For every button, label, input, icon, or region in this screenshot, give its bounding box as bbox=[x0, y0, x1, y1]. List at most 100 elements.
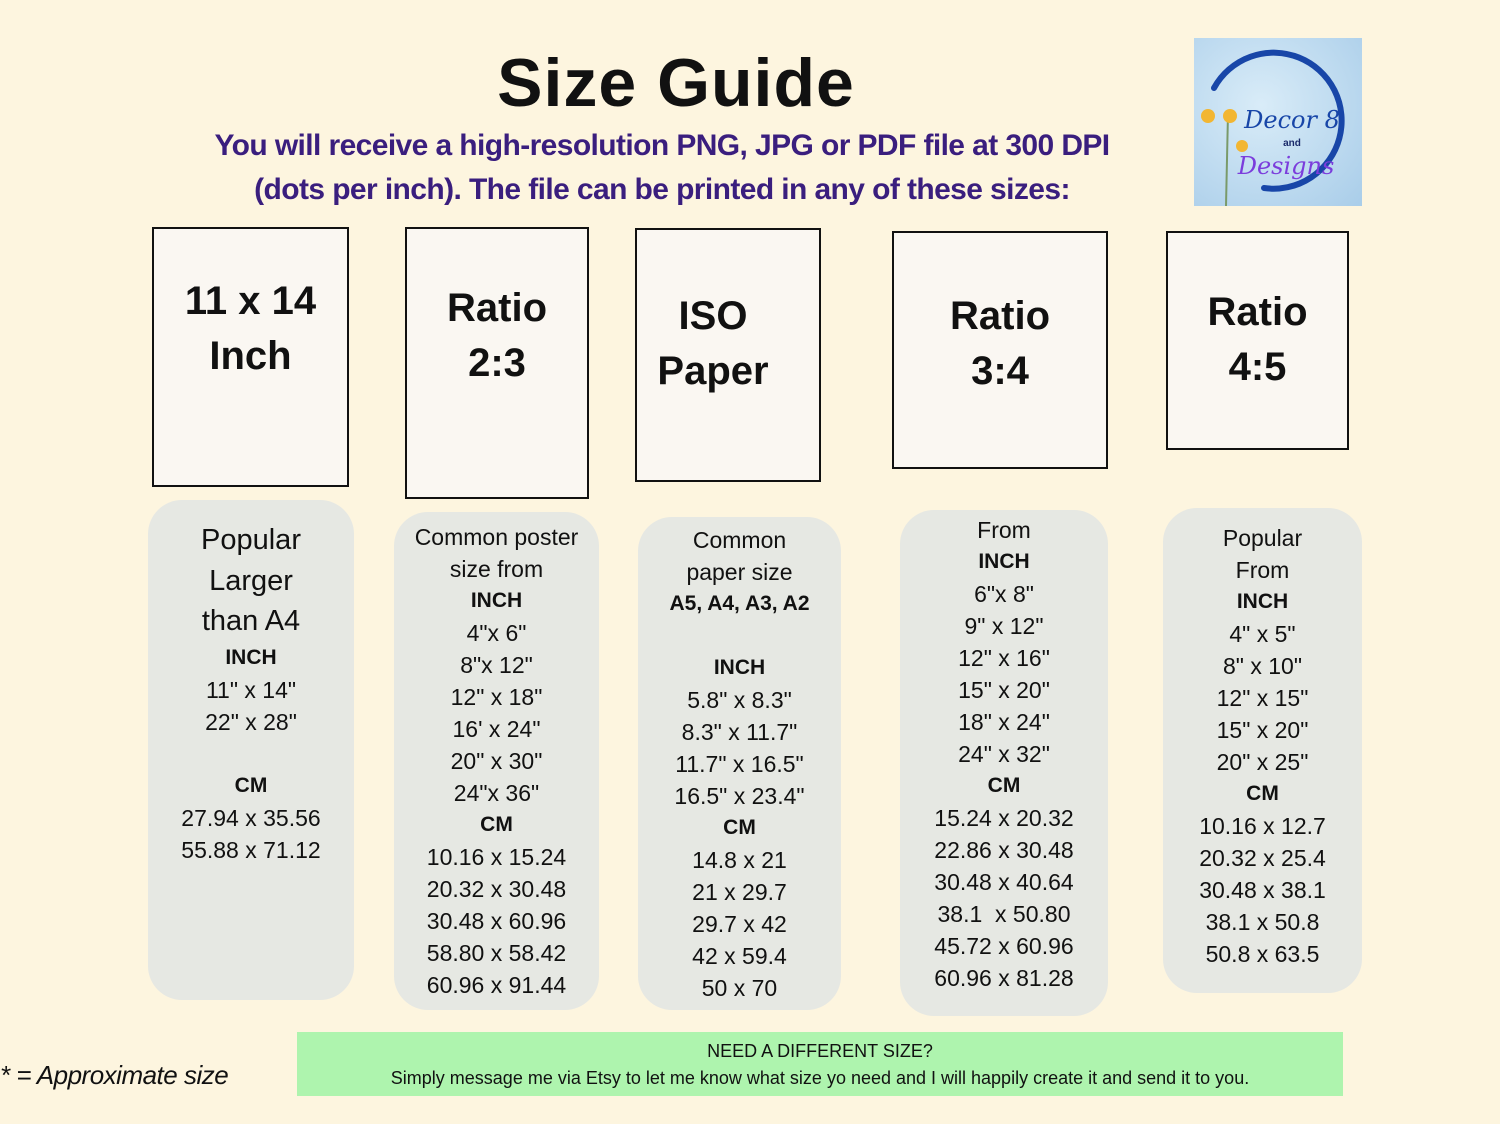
banner-heading: NEED A DIFFERENT SIZE? bbox=[707, 1041, 933, 1061]
card-line: 38.1 x 50.80 bbox=[937, 901, 1071, 927]
box-label: Paper bbox=[657, 349, 769, 393]
card-line: 58.80 x 58.42 bbox=[426, 940, 567, 966]
card-section-heading: INCH bbox=[978, 550, 1030, 573]
logo-ring-icon: Decor 8 and Designs bbox=[1201, 49, 1345, 207]
box-label: 11 x 14 bbox=[184, 279, 317, 323]
card-line: 8.3" x 11.7" bbox=[681, 719, 798, 745]
card-line: 30.48 x 60.96 bbox=[426, 908, 567, 934]
card-line: 11.7" x 16.5" bbox=[675, 751, 804, 777]
card-line: 20" x 25" bbox=[1216, 749, 1309, 775]
box-label: 2:3 bbox=[468, 341, 526, 385]
card-line: than A4 bbox=[201, 605, 301, 637]
card-line: 8"x 12" bbox=[460, 652, 533, 678]
size-card-iso-paper: Common paper size A5, A4, A3, A2 INCH 5.8" x… bbox=[638, 517, 841, 1010]
card-line: Common poster bbox=[414, 524, 579, 550]
logo-text: and bbox=[1283, 138, 1301, 149]
custom-size-banner: NEED A DIFFERENT SIZE? Simply message me… bbox=[297, 1032, 1343, 1096]
card-line: 27.94 x 35.56 bbox=[181, 804, 321, 831]
size-card-ratio-3-4: From INCH 6"x 8" 9" x 12" 12" x 16" 15" x 20"… bbox=[900, 510, 1108, 1016]
subtitle-line-1: You will receive a high-resolution PNG, … bbox=[214, 129, 1110, 162]
card-line: Common bbox=[692, 527, 787, 553]
card-line: 16.5" x 23.4" bbox=[674, 783, 805, 809]
card-line: Larger bbox=[209, 564, 293, 597]
size-box-ratio-2-3: Ratio 2:3 bbox=[405, 227, 589, 499]
card-line: 12" x 18" bbox=[450, 684, 543, 710]
card-line bbox=[638, 620, 841, 652]
card-section-heading: A5, A4, A3, A2 bbox=[669, 592, 810, 615]
size-card-11x14: Popular Larger than A4 INCH 11" x 14" 22" x 2… bbox=[148, 500, 354, 1000]
card-line: 22.86 x 30.48 bbox=[934, 837, 1074, 863]
card-line: 60.96 x 91.44 bbox=[426, 972, 567, 998]
size-box-ratio-3-4: Ratio 3:4 bbox=[892, 231, 1108, 469]
card-line: 24" x 32" bbox=[958, 741, 1050, 767]
card-section-heading: CM bbox=[723, 816, 756, 839]
subtitle-line-2: (dots per inch). The file can be printed… bbox=[254, 173, 1070, 206]
card-line: 18" x 24" bbox=[958, 709, 1050, 735]
box-label: 3:4 bbox=[971, 349, 1029, 393]
card-line: 8" x 10" bbox=[1223, 653, 1302, 679]
card-line: 15" x 20" bbox=[958, 677, 1050, 703]
box-label: 4:5 bbox=[1228, 345, 1287, 389]
card-line: 6"x 8" bbox=[974, 581, 1034, 607]
card-section-heading: INCH bbox=[225, 645, 277, 669]
card-section-heading: INCH bbox=[1236, 590, 1289, 613]
card-line: Popular bbox=[201, 524, 301, 556]
card-line: paper size bbox=[686, 559, 793, 585]
size-box-ratio-4-5: Ratio 4:5 bbox=[1166, 231, 1349, 450]
card-line: 50 x 70 bbox=[701, 975, 778, 1001]
size-card-ratio-2-3: Common poster size from INCH 4"x 6" 8"x 12" 1… bbox=[394, 512, 599, 1010]
card-line: 30.48 x 38.1 bbox=[1199, 877, 1326, 903]
card-line: 20" x 30" bbox=[450, 748, 543, 774]
card-line: Popular bbox=[1222, 525, 1303, 551]
card-section-heading: CM bbox=[987, 774, 1021, 797]
card-line bbox=[148, 738, 354, 770]
approximate-size-note: * = Approximate size bbox=[0, 1060, 229, 1090]
card-line: 42 x 59.4 bbox=[692, 943, 787, 969]
card-line: 16' x 24" bbox=[452, 716, 541, 742]
subtitle: You will receive a high-resolution PNG, … bbox=[130, 124, 1194, 212]
logo-text: Decor 8 bbox=[1243, 106, 1340, 134]
box-label: Ratio bbox=[447, 286, 547, 330]
page-title: Size Guide bbox=[497, 45, 855, 121]
card-line: From bbox=[1235, 557, 1290, 583]
brand-logo: Decor 8 and Designs bbox=[1194, 38, 1362, 207]
card-line: 14.8 x 21 bbox=[692, 847, 787, 873]
card-line: 38.1 x 50.8 bbox=[1205, 909, 1320, 935]
size-box-iso-paper: ISO Paper bbox=[635, 228, 821, 482]
box-label: Ratio bbox=[1207, 290, 1308, 334]
card-line: 30.48 x 40.64 bbox=[934, 869, 1074, 895]
card-line: 15" x 20" bbox=[1216, 717, 1309, 743]
box-label: ISO bbox=[678, 294, 748, 338]
card-line: 22" x 28" bbox=[205, 708, 297, 735]
size-card-ratio-4-5: Popular From INCH 4" x 5" 8" x 10" 12" x 15" 1… bbox=[1163, 508, 1362, 993]
card-line: 4" x 5" bbox=[1229, 621, 1296, 647]
card-line: 12" x 15" bbox=[1216, 685, 1309, 711]
card-line: 20.32 x 25.4 bbox=[1199, 845, 1326, 871]
card-line: 45.72 x 60.96 bbox=[934, 933, 1074, 959]
card-section-heading: INCH bbox=[470, 589, 523, 612]
size-box-11x14: 11 x 14 Inch bbox=[152, 227, 349, 487]
card-line: 24"x 36" bbox=[453, 780, 540, 806]
card-line: 15.24 x 20.32 bbox=[934, 805, 1074, 831]
card-line: From bbox=[977, 517, 1031, 543]
card-line: 10.16 x 12.7 bbox=[1199, 813, 1326, 839]
card-section-heading: CM bbox=[1246, 782, 1279, 805]
logo-text: Designs bbox=[1237, 152, 1335, 180]
card-line: 5.8" x 8.3" bbox=[687, 687, 792, 713]
box-label: Inch bbox=[209, 334, 292, 378]
card-line: size from bbox=[449, 556, 544, 582]
banner-message: Simply message me via Etsy to let me kno… bbox=[390, 1068, 1250, 1088]
card-section-heading: CM bbox=[234, 773, 268, 797]
card-line: 29.7 x 42 bbox=[692, 911, 787, 937]
card-section-heading: INCH bbox=[713, 656, 766, 679]
card-line: 9" x 12" bbox=[964, 613, 1044, 639]
card-line: 4"x 6" bbox=[466, 620, 527, 646]
card-line: 21 x 29.7 bbox=[692, 879, 787, 905]
card-line: 12" x 16" bbox=[958, 645, 1050, 671]
card-line: 10.16 x 15.24 bbox=[426, 844, 567, 870]
card-line: 50.8 x 63.5 bbox=[1205, 941, 1320, 967]
card-line: 11" x 14" bbox=[205, 676, 297, 703]
box-label: Ratio bbox=[950, 294, 1050, 338]
card-line: 55.88 x 71.12 bbox=[181, 836, 321, 863]
card-line: 60.96 x 81.28 bbox=[934, 965, 1074, 991]
